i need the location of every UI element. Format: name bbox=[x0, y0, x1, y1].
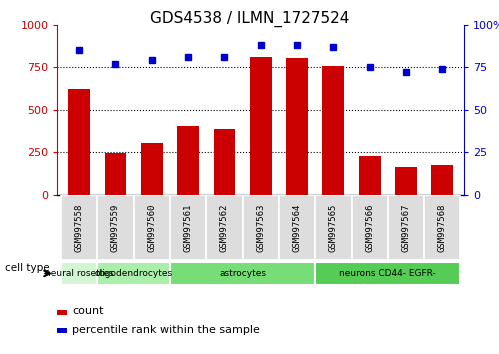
Bar bbox=[170, 195, 206, 260]
Text: GSM997563: GSM997563 bbox=[256, 203, 265, 252]
Bar bbox=[424, 195, 461, 260]
Bar bbox=[243, 195, 279, 260]
Bar bbox=[61, 195, 97, 260]
Bar bbox=[57, 310, 67, 315]
Text: GSM997568: GSM997568 bbox=[438, 203, 447, 252]
Text: GSM997562: GSM997562 bbox=[220, 203, 229, 252]
Bar bbox=[170, 262, 315, 285]
Bar bbox=[57, 329, 67, 333]
Bar bbox=[214, 129, 236, 195]
Bar bbox=[279, 195, 315, 260]
Bar bbox=[315, 195, 351, 260]
Text: GDS4538 / ILMN_1727524: GDS4538 / ILMN_1727524 bbox=[150, 11, 349, 27]
Text: GSM997566: GSM997566 bbox=[365, 203, 374, 252]
Bar bbox=[206, 195, 243, 260]
Bar bbox=[250, 57, 271, 195]
Bar bbox=[61, 262, 97, 285]
Bar bbox=[395, 167, 417, 195]
Text: GSM997560: GSM997560 bbox=[147, 203, 156, 252]
Text: GSM997564: GSM997564 bbox=[292, 203, 301, 252]
Text: neurons CD44- EGFR-: neurons CD44- EGFR- bbox=[339, 269, 436, 278]
Bar bbox=[177, 126, 199, 195]
Text: GSM997558: GSM997558 bbox=[75, 203, 84, 252]
Text: count: count bbox=[72, 306, 103, 316]
Text: GSM997567: GSM997567 bbox=[402, 203, 411, 252]
Bar bbox=[432, 165, 453, 195]
Text: cell type: cell type bbox=[5, 263, 49, 273]
Bar bbox=[315, 262, 461, 285]
Text: astrocytes: astrocytes bbox=[219, 269, 266, 278]
Text: oligodendrocytes: oligodendrocytes bbox=[95, 269, 173, 278]
Bar bbox=[322, 65, 344, 195]
Bar bbox=[105, 153, 126, 195]
Bar bbox=[141, 143, 163, 195]
Text: GSM997559: GSM997559 bbox=[111, 203, 120, 252]
Bar bbox=[388, 195, 424, 260]
Bar bbox=[97, 262, 170, 285]
Text: neural rosettes: neural rosettes bbox=[45, 269, 113, 278]
Bar bbox=[97, 195, 134, 260]
Bar bbox=[134, 195, 170, 260]
Text: GSM997565: GSM997565 bbox=[329, 203, 338, 252]
Text: percentile rank within the sample: percentile rank within the sample bbox=[72, 325, 260, 335]
Text: GSM997561: GSM997561 bbox=[184, 203, 193, 252]
Bar bbox=[351, 195, 388, 260]
Bar bbox=[286, 58, 308, 195]
Bar bbox=[68, 89, 90, 195]
Bar bbox=[359, 156, 381, 195]
